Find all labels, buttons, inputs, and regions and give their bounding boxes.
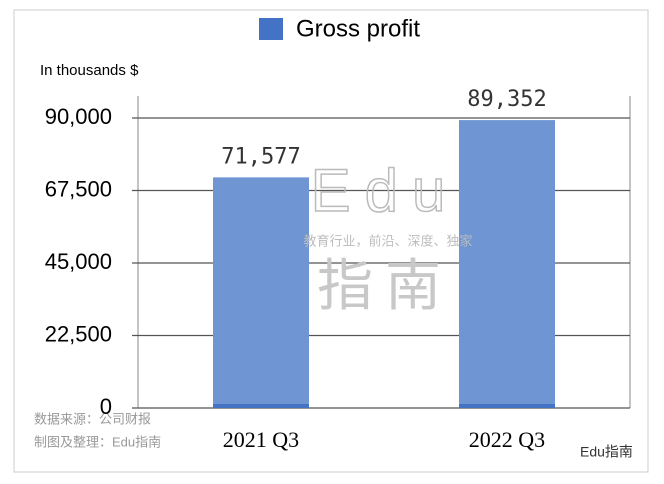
x-tick-label: 2021 Q3	[223, 427, 299, 452]
y-tick-label: 67,500	[45, 176, 112, 201]
logo: Edu指南	[580, 444, 633, 460]
y-tick-label: 0	[100, 394, 112, 419]
y-axis-label: In thousands $	[40, 62, 139, 79]
watermark: 教育行业，前沿、深度、独家	[303, 233, 472, 248]
legend-swatch	[259, 18, 283, 40]
watermark: 指南	[317, 254, 453, 317]
bar	[459, 120, 555, 408]
bar	[213, 177, 309, 408]
y-tick-label: 90,000	[45, 104, 112, 129]
bar-base	[213, 404, 309, 408]
watermark: Edu	[311, 157, 460, 224]
value-label: 71,577	[221, 144, 300, 169]
bar-base	[459, 404, 555, 408]
chart-frame	[13, 9, 649, 473]
x-tick-label: 2022 Q3	[469, 427, 545, 452]
source: 制图及整理：Edu指南	[34, 434, 161, 449]
value-label: 89,352	[467, 87, 546, 112]
y-tick-label: 45,000	[45, 249, 112, 274]
legend-label: Gross profit	[296, 15, 420, 42]
y-tick-label: 22,500	[45, 321, 112, 346]
source: 数据来源：公司财报	[34, 411, 151, 426]
